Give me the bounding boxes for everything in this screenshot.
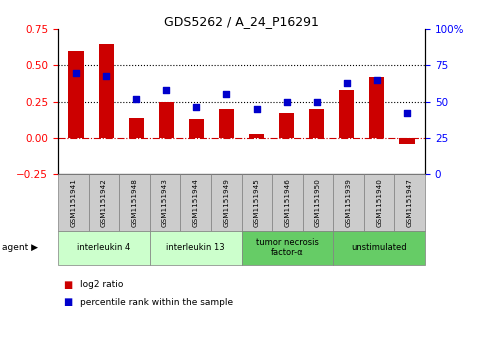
Text: GSM1151942: GSM1151942 — [101, 178, 107, 227]
Bar — [249, 134, 264, 138]
Text: GSM1151939: GSM1151939 — [345, 178, 352, 227]
Text: ■: ■ — [63, 297, 72, 307]
Text: interleukin 4: interleukin 4 — [77, 243, 130, 252]
Bar — [309, 109, 324, 138]
Text: GSM1151944: GSM1151944 — [193, 178, 199, 227]
Point — [132, 96, 140, 102]
Point — [283, 99, 290, 105]
Bar — [99, 44, 114, 138]
Bar — [128, 118, 144, 138]
Text: agent ▶: agent ▶ — [2, 243, 39, 252]
Bar — [69, 51, 84, 138]
Text: GSM1151945: GSM1151945 — [254, 178, 260, 227]
Text: GSM1151948: GSM1151948 — [131, 178, 138, 227]
Point — [403, 110, 411, 116]
Text: GSM1151946: GSM1151946 — [284, 178, 290, 227]
Point — [102, 73, 110, 78]
Point — [343, 80, 351, 86]
Text: tumor necrosis
factor-α: tumor necrosis factor-α — [256, 238, 319, 257]
Point — [313, 99, 321, 105]
Bar — [279, 113, 294, 138]
Text: GSM1151947: GSM1151947 — [407, 178, 413, 227]
Text: GSM1151949: GSM1151949 — [223, 178, 229, 227]
Bar — [369, 77, 384, 138]
Point — [373, 77, 381, 83]
Point — [223, 91, 230, 97]
Text: GSM1151943: GSM1151943 — [162, 178, 168, 227]
Point — [72, 70, 80, 76]
Bar — [189, 119, 204, 138]
Bar — [399, 138, 414, 144]
Text: GSM1151940: GSM1151940 — [376, 178, 382, 227]
Text: percentile rank within the sample: percentile rank within the sample — [80, 298, 233, 307]
Bar — [219, 109, 234, 138]
Bar — [159, 102, 174, 138]
Text: GSM1151941: GSM1151941 — [70, 178, 76, 227]
Text: log2 ratio: log2 ratio — [80, 281, 123, 289]
Point — [162, 87, 170, 93]
Text: ■: ■ — [63, 280, 72, 290]
Text: GSM1151950: GSM1151950 — [315, 178, 321, 227]
Bar — [339, 90, 355, 138]
Point — [253, 106, 260, 112]
Point — [193, 105, 200, 110]
Title: GDS5262 / A_24_P16291: GDS5262 / A_24_P16291 — [164, 15, 319, 28]
Text: interleukin 13: interleukin 13 — [166, 243, 225, 252]
Text: unstimulated: unstimulated — [351, 243, 407, 252]
